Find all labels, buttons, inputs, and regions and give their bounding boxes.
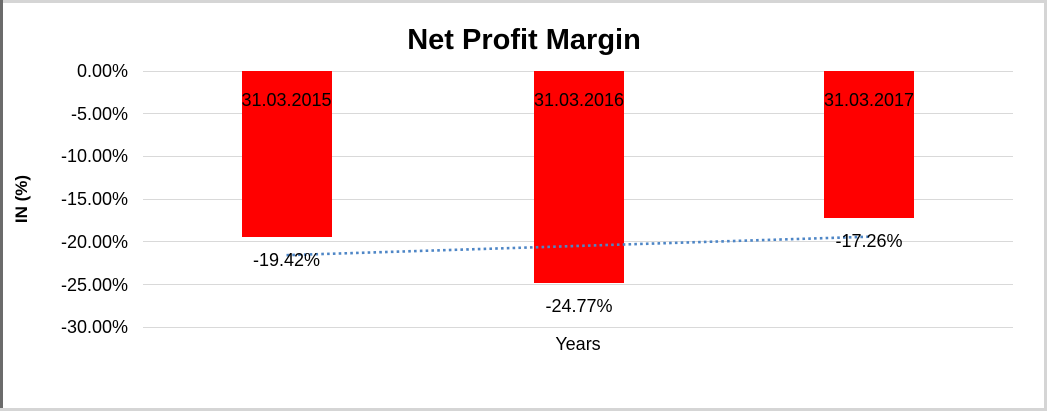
- y-axis-tick-label: -10.00%: [60, 146, 128, 167]
- category-label: 31.03.2016: [533, 90, 625, 110]
- bar-2015: [241, 71, 332, 237]
- category-label: 31.03.2017: [823, 90, 915, 110]
- y-axis-tick-label: -20.00%: [60, 231, 128, 252]
- y-axis-tick-label: -15.00%: [60, 189, 128, 210]
- y-axis-tick-label: -30.00%: [60, 317, 128, 338]
- y-axis-tick-label: 0.00%: [76, 61, 128, 81]
- chart-border-top: [0, 0, 1047, 3]
- y-axis-tick-label: -5.00%: [70, 103, 128, 124]
- value-label: -24.77%: [545, 295, 613, 316]
- chart-border-bottom: [0, 408, 1047, 411]
- value-label: -19.42%: [252, 249, 321, 270]
- gridline: [143, 284, 1013, 286]
- bar-2017: [824, 71, 914, 219]
- x-axis-title: Years: [555, 334, 601, 354]
- chart-border-right: [1044, 0, 1047, 411]
- chart-title: Net Profit Margin: [407, 24, 641, 56]
- chart-border-left: [0, 0, 3, 411]
- category-label: 31.03.2015: [241, 90, 332, 110]
- gridline: [143, 326, 1013, 328]
- value-label: -17.26%: [835, 231, 903, 252]
- y-axis-tick-label: -25.00%: [60, 274, 128, 295]
